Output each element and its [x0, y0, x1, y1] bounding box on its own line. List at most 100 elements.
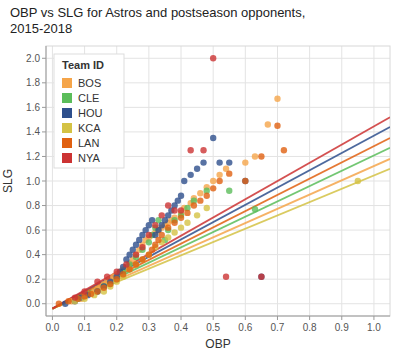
legend-label: LAN — [78, 137, 99, 149]
point-series — [75, 188, 258, 302]
point — [210, 55, 216, 61]
tick-y — [42, 230, 46, 231]
plot-frame — [46, 46, 390, 316]
point — [242, 159, 248, 165]
point — [242, 178, 248, 184]
point — [191, 202, 197, 208]
trend-line — [52, 159, 390, 309]
point — [258, 274, 264, 280]
tick-x — [52, 316, 53, 320]
legend-label: HOU — [78, 107, 103, 119]
title-line: 2015-2018 — [10, 21, 72, 36]
point — [194, 212, 200, 218]
point — [200, 159, 206, 165]
point — [65, 298, 71, 304]
point — [114, 276, 120, 282]
point — [72, 294, 78, 300]
tick-y — [42, 181, 46, 182]
point — [226, 188, 232, 194]
tick-x — [148, 316, 149, 320]
point — [114, 269, 120, 275]
point — [216, 178, 222, 184]
point — [216, 159, 222, 165]
point — [258, 274, 264, 280]
grid-line-y — [46, 303, 390, 304]
point — [94, 288, 100, 294]
tick-x — [309, 316, 310, 320]
grid-line-y — [46, 254, 390, 255]
point — [197, 190, 203, 196]
point — [146, 232, 152, 238]
tick-label-y: 1.0 — [26, 176, 40, 187]
tick-label-x: 0.9 — [335, 322, 349, 333]
legend-label: BOS — [78, 77, 101, 89]
point — [204, 205, 210, 211]
point — [210, 185, 216, 191]
tick-x — [116, 316, 117, 320]
point — [187, 172, 193, 178]
tick-x — [277, 316, 278, 320]
tick-x — [245, 316, 246, 320]
point — [165, 224, 171, 230]
trend-line — [52, 148, 390, 309]
legend-label: CLE — [78, 92, 99, 104]
point — [187, 147, 193, 153]
point — [178, 215, 184, 221]
legend-swatch — [62, 78, 72, 88]
point — [133, 261, 139, 267]
tick-label-x: 0.8 — [303, 322, 317, 333]
tick-x — [373, 316, 374, 320]
point — [120, 271, 126, 277]
point — [210, 135, 216, 141]
legend-swatch — [62, 153, 72, 163]
tick-label-y: 1.6 — [26, 102, 40, 113]
tick-y — [42, 279, 46, 280]
title-line: OBP vs SLG for Astros and postseason opp… — [10, 5, 305, 20]
point — [181, 178, 187, 184]
point — [226, 170, 232, 176]
tick-label-x: 0.1 — [78, 322, 92, 333]
tick-label-x: 0.2 — [110, 322, 124, 333]
point — [252, 206, 258, 212]
point — [152, 222, 158, 228]
point — [139, 256, 145, 262]
tick-y — [42, 303, 46, 304]
point — [94, 278, 100, 284]
trend-line — [52, 169, 390, 309]
tick-label-x: 1.0 — [367, 322, 381, 333]
point — [184, 210, 190, 216]
tick-label-x: 0.5 — [206, 322, 220, 333]
point — [216, 172, 222, 178]
legend-label: NYA — [78, 152, 100, 164]
grid — [46, 46, 390, 316]
legend-swatch — [62, 108, 72, 118]
tick-label-y: 1.2 — [26, 151, 40, 162]
point — [223, 274, 229, 280]
point — [242, 178, 248, 184]
point — [165, 234, 171, 240]
tick-label-x: 0.0 — [45, 322, 59, 333]
y-axis-label: SLG — [1, 169, 15, 193]
x-axis-label: OBP — [205, 337, 230, 351]
tick-label-y: 0.8 — [26, 200, 40, 211]
tick-label-y: 2.0 — [26, 53, 40, 64]
grid-line-y — [46, 205, 390, 206]
legend-box — [54, 54, 124, 168]
point — [194, 166, 200, 172]
point — [101, 285, 107, 291]
point — [252, 153, 258, 159]
tick-y — [42, 107, 46, 108]
legend-label: KCA — [78, 122, 101, 134]
tick-label-y: 1.4 — [26, 126, 40, 137]
point-series — [69, 96, 281, 305]
legend-title: Team ID — [62, 59, 104, 71]
tick-x — [213, 316, 214, 320]
tick-label-x: 0.3 — [142, 322, 156, 333]
tick-label-y: 0.4 — [26, 249, 40, 260]
point — [159, 212, 165, 218]
tick-label-y: 1.8 — [26, 77, 40, 88]
point — [88, 291, 94, 297]
point — [265, 121, 271, 127]
point — [355, 178, 361, 184]
point — [281, 147, 287, 153]
